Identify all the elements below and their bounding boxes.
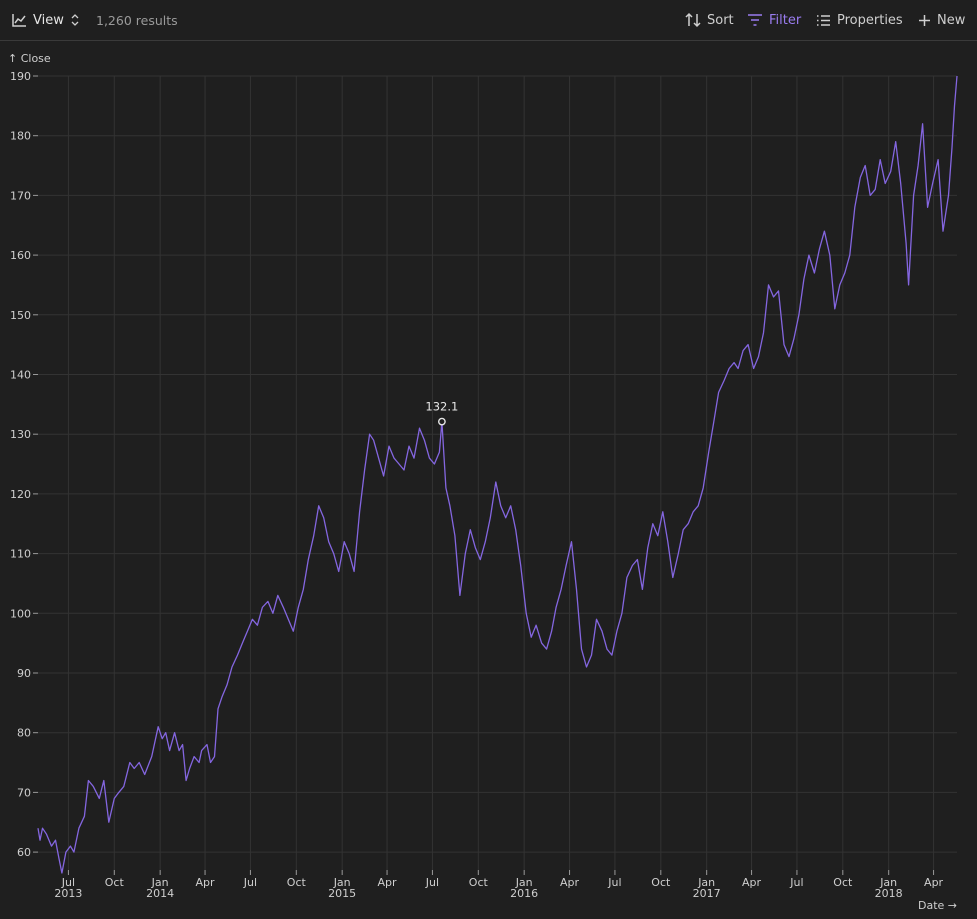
result-count: 1,260 results [96,12,178,28]
x-tick-label: Oct [287,876,307,889]
x-tick-label: Oct [469,876,489,889]
x-tick-label: Oct [105,876,125,889]
x-tick-label: Oct [833,876,853,889]
x-tick-year-label: 2018 [875,887,903,900]
y-tick-label: 100 [10,607,31,620]
x-tick-label: Jan [879,876,897,889]
line-chart-icon [12,13,27,27]
x-tick-label: Oct [651,876,671,889]
view-label: View [33,12,64,28]
y-tick-label: 110 [10,548,31,561]
filter-button[interactable]: Filter [747,0,801,40]
x-tick-label: Apr [742,876,762,889]
y-tick-label: 60 [17,846,31,859]
y-tick-label: 170 [10,189,31,202]
y-tick-label: 140 [10,368,31,381]
x-tick-year-label: 2013 [54,887,82,900]
new-label: New [937,12,966,28]
x-tick-year-label: 2017 [693,887,721,900]
x-axis-title: Date → [917,899,957,912]
x-tick-label: Jul [243,876,257,889]
y-axis: 60 70 80 90 100 110 120 130 140 150 160 170 180 190 [10,70,38,859]
sort-button[interactable]: Sort [685,0,734,40]
x-tick-label: Apr [196,876,216,889]
y-tick-label: 70 [17,786,31,799]
properties-button[interactable]: Properties [816,0,903,40]
x-tick-label: Jul [607,876,621,889]
x-tick-label: Jan [515,876,533,889]
x-tick-label: Jan [333,876,351,889]
x-tick-label: Jan [151,876,169,889]
y-tick-label: 90 [17,667,31,680]
list-icon [816,14,831,27]
y-tick-label: 180 [10,130,31,143]
x-tick-year-label: 2014 [146,887,174,900]
close-label: ↑ Close [8,52,51,65]
x-tick-year-label: 2015 [328,887,356,900]
x-tick-year-label: 2016 [510,887,538,900]
view-selector[interactable]: View [12,0,80,40]
chevron-up-down-icon [70,13,80,27]
horizontal-gridlines [38,75,957,853]
filter-icon [747,13,763,27]
x-tick-label: Jul [789,876,803,889]
y-tick-label: 150 [10,309,31,322]
toolbar: View 1,260 results Sort Filter Propertie… [0,0,977,41]
new-button[interactable]: New [918,0,965,40]
y-tick-label: 190 [10,70,31,83]
plus-icon [918,14,931,27]
properties-label: Properties [837,12,903,28]
x-tick-label: Jul [61,876,75,889]
y-tick-label: 120 [10,488,31,501]
series-line [37,75,958,874]
peak-marker [438,417,446,426]
y-tick-label: 130 [10,428,31,441]
sort-arrows-icon [685,12,701,28]
y-tick-label: 80 [17,727,31,740]
vertical-gridlines [67,76,935,870]
y-tick-label: 160 [10,249,31,262]
filter-label: Filter [769,12,802,28]
x-tick-label: Apr [924,876,944,889]
sort-label: Sort [707,12,734,28]
peak-label: 132.1 [425,400,458,414]
x-tick-label: Jul [425,876,439,889]
x-tick-label: Apr [378,876,398,889]
x-tick-label: Jan [697,876,715,889]
close-chart-link[interactable]: ↑ Close [8,52,51,65]
x-tick-label: Apr [560,876,580,889]
